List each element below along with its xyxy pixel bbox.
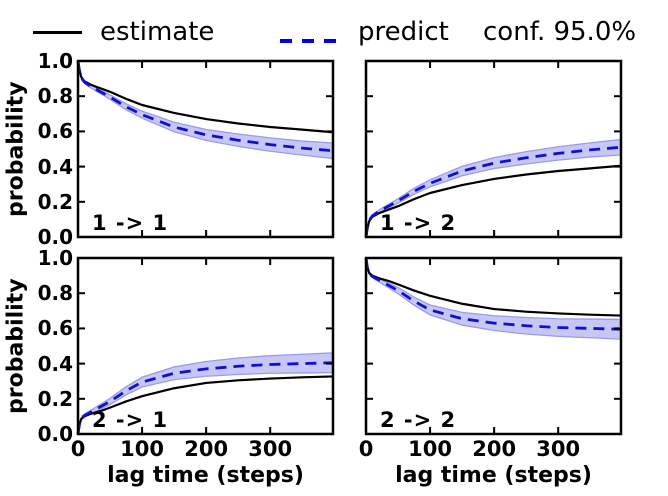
y-tick-label: 0.4 bbox=[37, 154, 73, 179]
x-tick-label: 200 bbox=[184, 437, 229, 461]
annotation-2-to-2: 2 -> 2 bbox=[380, 408, 457, 432]
plot-area-2-to-2 bbox=[364, 256, 623, 436]
legend-confidence-label: conf. 95.0% bbox=[483, 17, 637, 47]
axes-spines bbox=[76, 59, 335, 239]
y-tick-label: 0.2 bbox=[37, 189, 73, 214]
estimate-line bbox=[76, 375, 334, 435]
x-tick-labels-right: 0 100 200 300 bbox=[359, 437, 621, 463]
y-tick-labels-top: 1.0 0.8 0.6 0.4 0.2 0.0 bbox=[0, 51, 73, 247]
annotation-1-to-2: 1 -> 2 bbox=[380, 211, 457, 235]
legend-estimate-label: estimate bbox=[100, 17, 215, 47]
x-tick-label: 100 bbox=[120, 437, 164, 461]
x-tick-label: 100 bbox=[408, 437, 452, 461]
x-tick-label: 0 bbox=[70, 437, 86, 461]
x-axis-label-right: lag time (steps) bbox=[395, 463, 592, 488]
y-tick-label: 0.0 bbox=[37, 422, 73, 446]
y-tick-label: 0.8 bbox=[37, 84, 73, 109]
plot-area-2-to-1 bbox=[76, 256, 335, 436]
plot-area-1-to-2 bbox=[364, 59, 623, 239]
y-tick-labels-bottom: 1.0 0.8 0.6 0.4 0.2 0.0 bbox=[0, 248, 73, 444]
predict-line bbox=[364, 257, 622, 331]
x-tick-label: 0 bbox=[358, 437, 374, 461]
predict-line bbox=[76, 361, 334, 435]
y-tick-label: 1.0 bbox=[37, 246, 73, 270]
subplot-2-to-2: 2 -> 2 bbox=[364, 256, 623, 436]
x-tick-label: 300 bbox=[248, 437, 293, 461]
predict-dashed-line-sample-icon bbox=[279, 29, 347, 43]
x-tick-label: 300 bbox=[536, 437, 581, 461]
subplot-2-to-1: 2 -> 1 bbox=[76, 256, 335, 436]
estimate-line bbox=[364, 257, 622, 317]
plot-area-1-to-1 bbox=[76, 59, 335, 239]
legend-predict-label: predict bbox=[358, 17, 449, 47]
x-tick-labels-left: 0 100 200 300 bbox=[71, 437, 333, 463]
y-tick-label: 0.4 bbox=[37, 351, 73, 376]
annotation-1-to-1: 1 -> 1 bbox=[92, 211, 169, 235]
y-tick-label: 0.6 bbox=[37, 316, 73, 341]
estimate-line bbox=[76, 60, 334, 134]
y-tick-label: 0.6 bbox=[37, 119, 73, 144]
y-tick-label: 0.8 bbox=[37, 281, 73, 306]
estimate-line-sample-icon bbox=[33, 31, 82, 34]
subplot-1-to-1: 1 -> 1 bbox=[76, 59, 335, 239]
y-tick-label: 0.0 bbox=[37, 225, 73, 249]
predict-line bbox=[364, 145, 622, 238]
predict-line bbox=[76, 60, 334, 153]
axes-spines bbox=[364, 256, 623, 436]
y-tick-label: 0.2 bbox=[37, 386, 73, 411]
y-tick-label: 1.0 bbox=[37, 49, 73, 73]
subplot-1-to-2: 1 -> 2 bbox=[364, 59, 623, 239]
axes-spines bbox=[76, 256, 335, 436]
x-axis-label-left: lag time (steps) bbox=[107, 463, 304, 488]
x-tick-label: 200 bbox=[472, 437, 517, 461]
confidence-band bbox=[77, 60, 334, 160]
annotation-2-to-1: 2 -> 1 bbox=[92, 408, 169, 432]
axes-spines bbox=[364, 59, 623, 239]
